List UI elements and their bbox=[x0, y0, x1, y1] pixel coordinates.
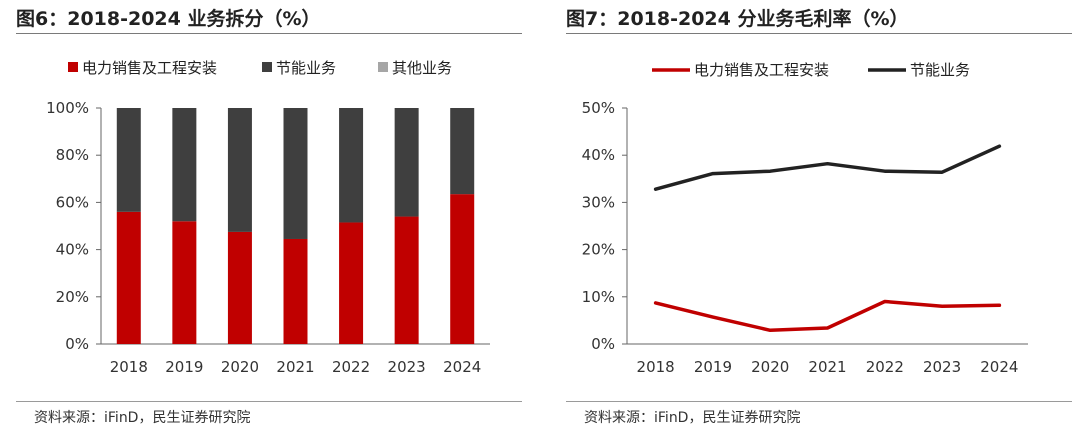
source-note: 资料来源：iFinD，民生证券研究院 bbox=[34, 410, 251, 426]
legend-label: 其他业务 bbox=[392, 59, 452, 77]
bar-segment bbox=[283, 108, 308, 239]
x-tick-label: 2021 bbox=[276, 358, 314, 376]
y-tick-label: 0% bbox=[65, 335, 89, 353]
footer-divider bbox=[566, 401, 1072, 402]
bar-segment bbox=[227, 231, 252, 344]
bar-segment bbox=[116, 211, 141, 344]
bar-segment bbox=[394, 108, 419, 217]
x-tick-label: 2024 bbox=[443, 358, 481, 376]
x-tick-label: 2022 bbox=[332, 358, 370, 376]
y-tick-label: 80% bbox=[56, 146, 89, 164]
x-tick-label: 2018 bbox=[110, 358, 148, 376]
x-tick-label: 2024 bbox=[980, 358, 1018, 376]
y-tick-label: 0% bbox=[591, 335, 615, 353]
series-line bbox=[653, 144, 1002, 191]
x-tick-label: 2022 bbox=[866, 358, 904, 376]
chart-title: 图7：2018-2024 分业务毛利率（%） bbox=[566, 8, 909, 30]
legend-swatch bbox=[262, 62, 272, 72]
bar-segment bbox=[450, 108, 475, 195]
bar-segment bbox=[172, 221, 197, 344]
footer-divider bbox=[16, 401, 522, 402]
bar-segment bbox=[339, 222, 364, 344]
chart-panel-business-split: 图6：2018-2024 业务拆分（%） 0% 20% 40% 60% 80% 100% 2… bbox=[0, 0, 530, 435]
x-tick-label: 2020 bbox=[221, 358, 259, 376]
y-tick-label: 40% bbox=[56, 241, 89, 259]
y-tick-label: 100% bbox=[46, 99, 89, 117]
legend-label: 节能业务 bbox=[276, 59, 336, 77]
bar-segment bbox=[116, 108, 141, 212]
legend-label: 电力销售及工程安装 bbox=[82, 59, 217, 77]
line-chart: 0% 10% 20% 30% 40% 50% 2018 2019 2020 2021 2022 202… bbox=[582, 61, 1028, 376]
legend-label: 电力销售及工程安装 bbox=[694, 61, 829, 79]
x-tick-label: 2019 bbox=[694, 358, 732, 376]
bar-segment bbox=[339, 108, 364, 223]
y-tick-label: 20% bbox=[582, 241, 615, 259]
y-tick-label: 40% bbox=[582, 146, 615, 164]
x-tick-label: 2021 bbox=[808, 358, 846, 376]
title-divider bbox=[566, 33, 1072, 34]
legend-swatch bbox=[68, 62, 78, 72]
x-tick-label: 2018 bbox=[637, 358, 675, 376]
x-tick-label: 2019 bbox=[165, 358, 203, 376]
x-tick-label: 2023 bbox=[388, 358, 426, 376]
y-tick-label: 60% bbox=[56, 193, 89, 211]
bar-segment bbox=[172, 108, 197, 222]
x-tick-label: 2023 bbox=[923, 358, 961, 376]
y-tick-label: 50% bbox=[582, 99, 615, 117]
legend-swatch bbox=[378, 62, 388, 72]
y-tick-label: 30% bbox=[582, 193, 615, 211]
chart-title: 图6：2018-2024 业务拆分（%） bbox=[16, 8, 321, 30]
bar-segment bbox=[227, 108, 252, 232]
title-divider bbox=[16, 33, 522, 34]
stacked-bar-chart: 0% 20% 40% 60% 80% 100% 2018 2019 2020 2021 2022 20… bbox=[46, 59, 490, 376]
source-note: 资料来源：iFinD，民生证券研究院 bbox=[584, 410, 801, 426]
bar-segment bbox=[283, 238, 308, 344]
series-line bbox=[653, 299, 1002, 333]
y-tick-label: 10% bbox=[582, 288, 615, 306]
legend-label: 节能业务 bbox=[910, 61, 970, 79]
chart-panel-gross-margin: 图7：2018-2024 分业务毛利率（%） 0% 10% 20% 30% 40% 50%… bbox=[550, 0, 1080, 435]
x-tick-label: 2020 bbox=[751, 358, 789, 376]
bar-segment bbox=[394, 216, 419, 344]
y-tick-label: 20% bbox=[56, 288, 89, 306]
bar-segment bbox=[450, 194, 475, 344]
